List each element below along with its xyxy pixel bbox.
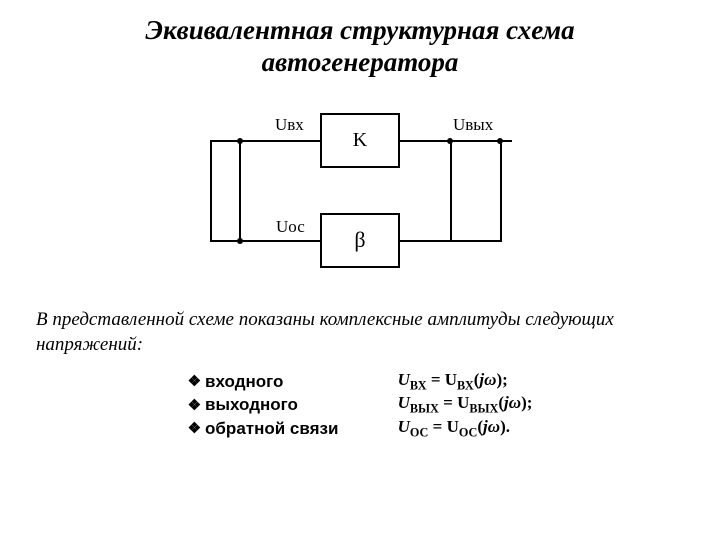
equation-name: ❖ обратной связи [188, 419, 398, 439]
equation-row: ❖ обратной связи UОС = UОС(jω). [188, 417, 533, 440]
wire [210, 140, 212, 241]
node-dot [497, 138, 503, 144]
node-dot [237, 138, 243, 144]
equations-table: ❖ входного UВХ = UВХ(jω); ❖ выходного UВЫХ = … [0, 370, 720, 440]
equation-formula: UОС = UОС(jω). [398, 417, 510, 440]
equation-name: ❖ входного [188, 372, 398, 392]
title-line2: автогенератора [20, 46, 700, 78]
title-line1: Эквивалентная структурная схема [20, 14, 700, 46]
label-Uin: Uвх [275, 115, 304, 135]
caption-text: В представленной схеме показаны комплекс… [0, 283, 720, 364]
node-dot [237, 238, 243, 244]
wire [450, 140, 452, 241]
bullet-icon: ❖ [188, 398, 201, 413]
wire [210, 140, 320, 142]
diagram-container: Kβ Uвх Uвых Uос [0, 103, 720, 283]
equations-body: ❖ входного UВХ = UВХ(jω); ❖ выходного UВЫХ = … [188, 370, 533, 440]
bullet-icon: ❖ [188, 421, 201, 436]
block-diagram: Kβ Uвх Uвых Uос [190, 103, 530, 283]
label-Uout: Uвых [453, 115, 493, 135]
equation-row: ❖ входного UВХ = UВХ(jω); [188, 370, 533, 393]
wire [500, 140, 502, 241]
block-K: K [320, 113, 400, 168]
wire [239, 140, 241, 241]
equation-formula: UВЫХ = UВЫХ(jω); [398, 393, 533, 416]
equation-name: ❖ выходного [188, 395, 398, 415]
label-Uoc: Uос [276, 217, 305, 237]
node-dot [447, 138, 453, 144]
equation-formula: UВХ = UВХ(jω); [398, 370, 508, 393]
equation-row: ❖ выходного UВЫХ = UВЫХ(jω); [188, 393, 533, 416]
equation-label: входного [205, 372, 283, 392]
equation-label: выходного [205, 395, 298, 415]
block-beta: β [320, 213, 400, 268]
bullet-icon: ❖ [188, 374, 201, 389]
equation-label: обратной связи [205, 419, 338, 439]
wire [210, 240, 320, 242]
page-title: Эквивалентная структурная схема автогене… [0, 0, 720, 85]
wire [400, 240, 502, 242]
wire [400, 140, 512, 142]
